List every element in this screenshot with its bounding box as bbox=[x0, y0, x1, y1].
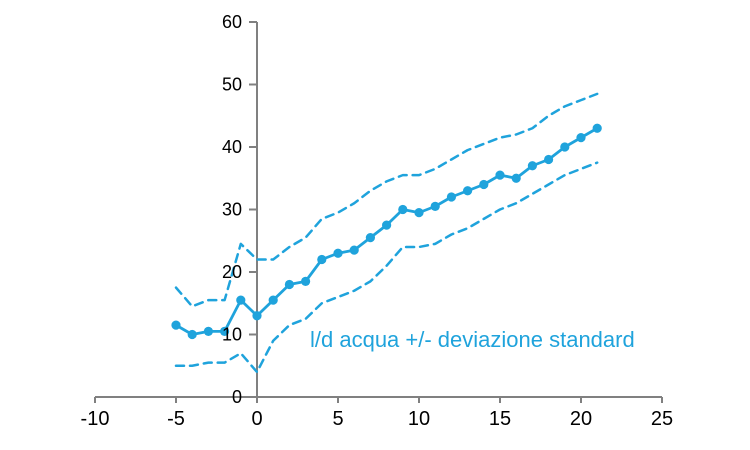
data-point-marker bbox=[220, 326, 230, 336]
band-line bbox=[174, 92, 599, 308]
data-point-marker bbox=[333, 248, 343, 258]
band-line bbox=[174, 161, 599, 374]
y-tick-label: 10 bbox=[222, 325, 242, 345]
data-point-marker bbox=[301, 276, 311, 286]
x-tick-label: 5 bbox=[332, 408, 343, 430]
x-tick-label: 10 bbox=[408, 408, 430, 430]
y-tick-label: 30 bbox=[222, 200, 242, 220]
axes bbox=[94, 21, 663, 403]
y-tick-label: 60 bbox=[222, 12, 242, 32]
y-tick-label: 20 bbox=[222, 262, 242, 282]
data-point-marker bbox=[365, 233, 375, 243]
data-point-marker bbox=[187, 329, 197, 340]
x-tick-label: -10 bbox=[81, 408, 110, 430]
y-tick-label: 50 bbox=[222, 75, 242, 95]
data-point-marker bbox=[527, 161, 538, 171]
series-group bbox=[171, 92, 602, 374]
x-tick-label: 0 bbox=[251, 408, 262, 430]
x-tick-label: 25 bbox=[651, 408, 673, 430]
data-point-marker bbox=[430, 201, 440, 211]
y-tick-label: 40 bbox=[222, 137, 242, 157]
tick-labels: -10 -5 0 5 10 15 20 25 0 10 20 30 40 50 60 bbox=[81, 12, 674, 430]
data-point-marker bbox=[446, 192, 456, 202]
x-tick-label: 20 bbox=[570, 408, 592, 430]
data-point-marker bbox=[560, 142, 570, 152]
data-point-marker bbox=[592, 123, 602, 133]
data-point-marker bbox=[576, 133, 586, 143]
data-point-marker bbox=[495, 170, 505, 180]
data-point-marker bbox=[511, 173, 521, 183]
data-point-marker bbox=[268, 295, 278, 305]
data-point-marker bbox=[414, 208, 424, 218]
data-point-marker bbox=[317, 254, 327, 265]
x-tick-label: 15 bbox=[489, 408, 511, 430]
data-point-marker bbox=[236, 295, 246, 305]
data-point-marker bbox=[382, 220, 392, 230]
data-point-marker bbox=[203, 326, 213, 336]
data-point-marker bbox=[171, 320, 181, 330]
data-point-marker bbox=[398, 204, 408, 215]
data-point-marker bbox=[479, 179, 489, 190]
y-tick-label: 0 bbox=[232, 387, 242, 407]
data-point-marker bbox=[463, 186, 473, 196]
data-point-marker bbox=[544, 154, 554, 165]
data-point-marker bbox=[252, 311, 262, 321]
x-tick-label: -5 bbox=[167, 408, 185, 430]
data-point-marker bbox=[349, 245, 359, 255]
series-annotation-label: l/d acqua +/- deviazione standard bbox=[310, 327, 635, 352]
data-point-marker bbox=[284, 279, 294, 290]
